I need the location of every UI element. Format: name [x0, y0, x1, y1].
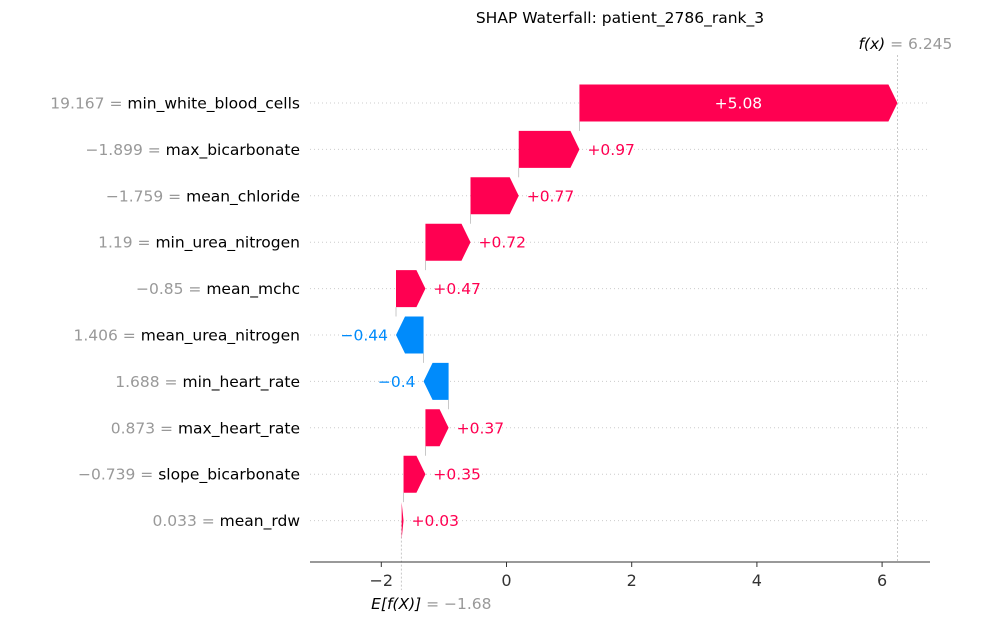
fx-value: 6.245: [908, 35, 952, 53]
x-tick-label: 6: [877, 571, 887, 590]
bar-min-heart-rate: [423, 362, 449, 400]
feature-equals: =: [163, 187, 186, 205]
feature-equals: =: [135, 466, 158, 484]
feature-label: −1.899 = max_bicarbonate: [85, 141, 300, 160]
contribution-label: −0.4: [378, 373, 416, 391]
feature-equals: =: [197, 512, 220, 530]
feature-label: 1.406 = mean_urea_nitrogen: [74, 327, 301, 346]
contribution-label: +0.77: [527, 187, 575, 205]
feature-name: min_white_blood_cells: [127, 95, 300, 114]
feature-equals: =: [160, 373, 183, 391]
feature-equals: =: [105, 95, 128, 113]
ex-label: E[f(X)]: [371, 595, 421, 613]
feature-value: 19.167: [50, 95, 104, 113]
feature-equals: =: [133, 234, 156, 252]
bar-slope-bicarbonate: [403, 455, 426, 493]
fx-annotation: f(x) = 6.245: [858, 35, 952, 53]
guide-lines: [395, 55, 898, 590]
feature-label: 19.167 = min_white_blood_cells: [50, 95, 300, 114]
fx-equals: =: [890, 35, 908, 53]
feature-labels: 19.167 = min_white_blood_cells −1.899 = m…: [50, 95, 300, 532]
feature-label: 0.033 = mean_rdw: [152, 512, 300, 531]
feature-name: mean_mchc: [206, 280, 300, 299]
bar-max-bicarbonate: [518, 130, 580, 168]
feature-name: min_urea_nitrogen: [155, 234, 300, 253]
feature-name: mean_rdw: [220, 512, 301, 531]
x-tick-label: 4: [752, 571, 762, 590]
feature-value: 1.406: [74, 327, 118, 345]
chart-title: SHAP Waterfall: patient_2786_rank_3: [476, 9, 764, 28]
feature-label: −1.759 = mean_chloride: [106, 187, 300, 206]
feature-equals: =: [143, 141, 166, 159]
feature-value: −0.85: [136, 280, 184, 298]
feature-label: 1.688 = min_heart_rate: [115, 373, 300, 392]
feature-name: mean_chloride: [186, 187, 300, 206]
bar-mean-mchc: [396, 270, 426, 308]
feature-equals: =: [118, 327, 141, 345]
feature-name: slope_bicarbonate: [158, 466, 300, 485]
bar-mean-chloride: [470, 177, 519, 215]
contribution-label: +0.37: [457, 419, 505, 437]
x-tick-label: −2: [370, 571, 394, 590]
feature-value: 1.688: [115, 373, 159, 391]
contribution-label: +0.03: [412, 512, 460, 530]
contribution-label: +0.97: [587, 141, 635, 159]
feature-value: −0.739: [78, 466, 135, 484]
bar-mean-urea-nitrogen: [396, 316, 424, 354]
feature-value: −1.759: [106, 187, 163, 205]
feature-value: 1.19: [98, 234, 133, 252]
ex-annotation: E[f(X)] = −1.68: [371, 595, 491, 613]
feature-label: 0.873 = max_heart_rate: [111, 419, 300, 438]
contribution-label: +5.08: [715, 95, 763, 113]
contribution-label: −0.44: [341, 327, 389, 345]
x-tick-label: 0: [501, 571, 511, 590]
contribution-label: +0.47: [433, 280, 481, 298]
feature-value: 0.033: [152, 512, 196, 530]
feature-name: mean_urea_nitrogen: [141, 327, 300, 346]
feature-label: −0.85 = mean_mchc: [136, 280, 300, 299]
x-tick-label: 2: [627, 571, 637, 590]
contribution-label: +0.35: [433, 466, 481, 484]
feature-equals: =: [155, 419, 178, 437]
feature-name: max_bicarbonate: [166, 141, 300, 160]
bar-max-heart-rate: [425, 409, 449, 447]
grid-lines: [310, 102, 930, 522]
feature-name: min_heart_rate: [182, 373, 300, 392]
feature-equals: =: [183, 280, 206, 298]
feature-label: −0.739 = slope_bicarbonate: [78, 466, 300, 485]
fx-label: f(x): [858, 35, 885, 53]
feature-name: max_heart_rate: [178, 419, 300, 438]
feature-label: 1.19 = min_urea_nitrogen: [98, 234, 300, 253]
contribution-label: +0.72: [479, 234, 527, 252]
bar-mean-rdw: [401, 502, 404, 540]
x-axis: −2 0 2 4 6: [310, 561, 930, 590]
ex-equals: =: [426, 595, 444, 613]
bars-layer: +5.08 +0.97 +0.77 +0.72 +0.47 −0.44 −0.4 +0.37 +…: [341, 84, 898, 540]
feature-value: −1.899: [85, 141, 142, 159]
bar-min-white-blood-cells: [579, 84, 898, 122]
ex-value: −1.68: [444, 595, 492, 613]
bar-min-urea-nitrogen: [425, 223, 471, 261]
feature-value: 0.873: [111, 419, 155, 437]
